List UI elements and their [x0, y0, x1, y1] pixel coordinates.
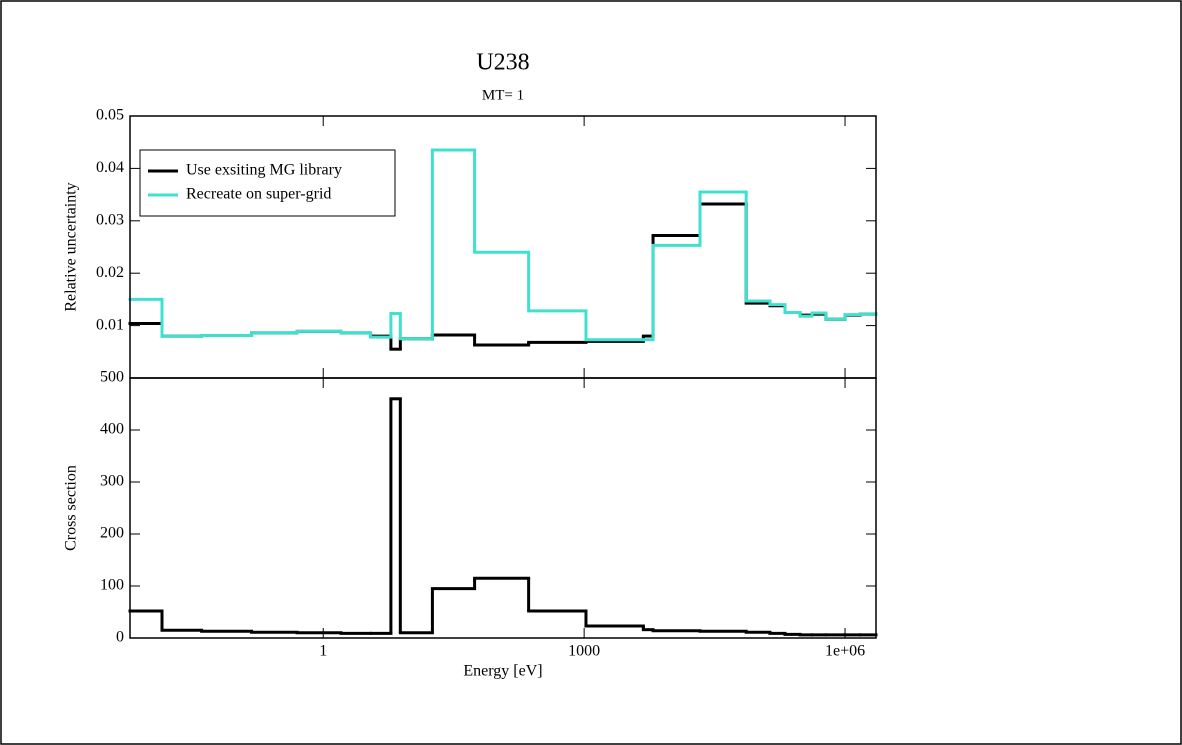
y-tick-label: 0.04 [96, 159, 124, 176]
y-tick-label: 500 [100, 369, 124, 386]
legend-label: Use exsiting MG library [186, 162, 342, 179]
y-axis-label: Relative uncertainty [63, 182, 80, 311]
y-tick-label: 0.05 [96, 107, 124, 124]
y-tick-label: 0.01 [96, 316, 124, 333]
y-tick-label: 400 [100, 421, 124, 438]
x-tick-label: 1000 [568, 643, 600, 660]
x-tick-label: 1e+06 [825, 643, 865, 660]
chart-title: U238 [476, 50, 529, 76]
y-tick-label: 300 [100, 473, 124, 490]
y-tick-label: 100 [100, 577, 124, 594]
legend-label: Recreate on super-grid [186, 186, 331, 203]
plot-frame [129, 377, 877, 639]
x-tick-label: 1 [319, 643, 327, 660]
chart-subtitle: MT= 1 [482, 87, 524, 103]
y-tick-label: 200 [100, 525, 124, 542]
y-axis-label: Cross section [63, 465, 80, 551]
y-tick-label: 0.02 [96, 264, 124, 281]
x-axis-label: Energy [eV] [463, 663, 542, 680]
legend-box [139, 149, 396, 217]
y-tick-label: 0 [116, 629, 124, 646]
y-tick-label: 0.03 [96, 211, 124, 228]
